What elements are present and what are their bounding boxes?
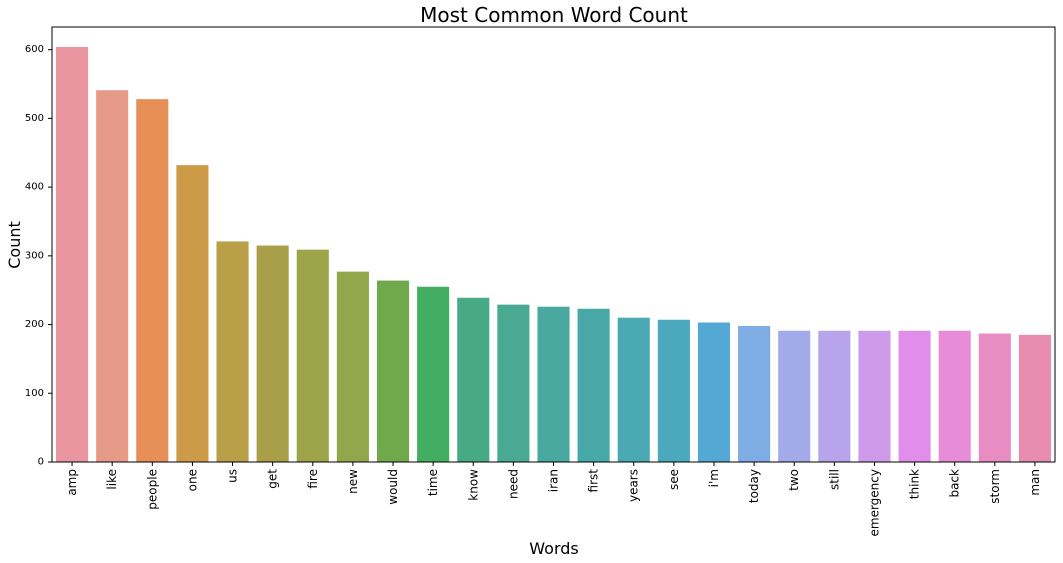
bar-two	[778, 330, 811, 462]
bar-people	[136, 99, 169, 462]
x-tick-label: storm	[988, 469, 1002, 504]
y-tick-label: 500	[25, 113, 44, 124]
x-tick-label: still	[827, 469, 841, 490]
y-tick-label: 100	[25, 388, 44, 399]
x-tick-label: back	[948, 469, 962, 498]
x-tick-label: today	[747, 469, 761, 503]
y-tick-label: 400	[25, 182, 44, 193]
x-tick-label: get	[266, 469, 280, 489]
chart-title: Most Common Word Count	[420, 3, 688, 27]
x-tick-label: people	[145, 469, 159, 510]
bar-think	[898, 330, 931, 462]
bar-storm	[978, 333, 1011, 462]
bar-time	[417, 286, 450, 462]
bar-iran	[537, 306, 570, 462]
x-tick-label: man	[1028, 469, 1042, 496]
x-tick-label: iran	[547, 469, 561, 492]
bar-know	[457, 297, 490, 462]
x-tick-label: like	[105, 469, 119, 490]
bar-im	[697, 322, 731, 462]
x-tick-label: first	[587, 469, 601, 493]
bar-years	[617, 317, 650, 462]
x-tick-label: see	[667, 469, 681, 490]
bar-first	[577, 308, 610, 462]
bar-new	[336, 271, 369, 462]
x-axis-label: Words	[529, 539, 578, 558]
bar-like	[96, 90, 129, 462]
x-axis: amp like people one us get fire new would time kno…	[65, 462, 1042, 536]
x-tick-label: fire	[306, 469, 320, 489]
y-tick-label: 300	[25, 250, 44, 261]
bar-get	[256, 245, 289, 462]
plot-frame	[51, 26, 1056, 463]
x-tick-label: emergency	[867, 469, 881, 536]
bar-need	[497, 304, 530, 462]
x-tick-label: think	[908, 469, 922, 499]
bar-amp	[56, 46, 89, 463]
bar-fire	[296, 249, 329, 462]
x-tick-label: need	[506, 469, 520, 499]
x-tick-label: years	[627, 469, 641, 502]
bars-group	[56, 46, 1051, 463]
bar-still	[818, 330, 851, 462]
y-tick-label: 600	[25, 44, 44, 55]
x-tick-label: new	[346, 469, 360, 494]
x-tick-label: time	[426, 469, 440, 496]
x-tick-label: i'm	[707, 469, 721, 487]
y-tick-label: 200	[25, 319, 44, 330]
x-tick-label: would	[386, 469, 400, 505]
bar-us	[216, 241, 249, 462]
bar-back	[938, 330, 971, 462]
bar-would	[376, 280, 410, 462]
x-tick-label: us	[226, 469, 240, 483]
x-tick-label: know	[466, 469, 480, 501]
bar-see	[657, 319, 690, 462]
bar-emergency	[858, 330, 891, 462]
y-axis-label: Count	[5, 221, 24, 269]
y-tick-label: 0	[38, 457, 44, 468]
bar-today	[738, 325, 771, 462]
x-tick-label: amp	[65, 469, 79, 496]
x-tick-label: two	[787, 469, 801, 491]
bar-man	[1018, 334, 1051, 462]
bar-one	[176, 165, 209, 462]
x-tick-label: one	[185, 469, 199, 491]
y-axis: 0 100 200 300 400 500 600	[25, 44, 52, 468]
